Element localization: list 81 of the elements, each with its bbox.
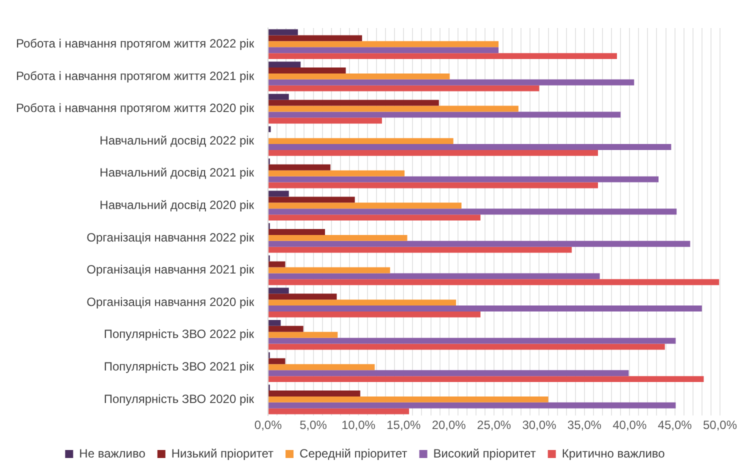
bar [268,53,617,60]
bar [268,196,355,203]
bar [268,364,375,370]
bar [268,279,720,286]
bar [268,246,572,253]
bar [268,190,289,197]
y-tick-label: Робота і навчання протягом життя 2020 рік [16,101,255,116]
y-tick-label: Популярність ЗВО 2021 рік [104,359,255,374]
bar [268,344,665,350]
bar [268,118,382,124]
y-tick-label: Робота і навчання протягом життя 2021 рік [16,68,255,83]
bar [268,41,499,48]
bar [268,408,410,414]
y-tick-label: Навчальний досвід 2022 рік [100,133,255,148]
x-tick-label: 35,0% [567,418,602,432]
y-tick-label: Навчальний досвід 2021 рік [100,166,255,180]
y-tick-label: Навчальний досвід 2020 рік [100,198,255,212]
bar [268,267,390,274]
x-tick-label: 20,0% [432,418,466,432]
bar [268,311,480,318]
x-tick-label: 25,0% [477,418,512,432]
bar [268,300,456,306]
bar [268,73,450,80]
bar [268,358,286,364]
bar [268,62,301,68]
bar [268,106,518,112]
bar [268,214,480,221]
legend-label: Не важливо [79,446,146,460]
legend-label: Низький пріоритет [171,446,274,460]
bar [268,288,289,294]
y-tick-label: Робота і навчання протягом життя 2022 рік [16,36,255,50]
bar [268,229,326,235]
bar [268,182,598,188]
bar [268,170,405,176]
bar [268,68,346,74]
x-tick-label: 50,0% [702,418,738,432]
bar [268,261,286,268]
bar [268,376,704,382]
bar [268,150,598,156]
bar [268,240,690,247]
bar [268,326,304,332]
bar [268,306,702,312]
bar [268,94,289,100]
x-tick-label: 10,0% [341,418,376,432]
bar [268,138,454,144]
y-tick-label: Організація навчання 2022 рік [86,230,255,244]
bar [268,338,676,344]
bar [268,294,337,300]
bar [268,85,540,92]
y-tick-label: Організація навчання 2020 рік [86,294,255,309]
bar [268,35,362,42]
bar [268,29,298,36]
bar [268,402,676,408]
y-tick-label: Популярність ЗВО 2020 рік [104,392,255,406]
bar [268,100,439,106]
bar [268,370,629,376]
bar [268,396,548,402]
bar [268,47,499,54]
x-tick-label: 40,0% [612,418,647,432]
bar [268,176,659,182]
x-tick-label: 0,0% [254,418,282,432]
x-tick-label: 45,0% [658,418,692,432]
bar [268,234,408,241]
bar [268,332,338,338]
y-tick-label: Популярність ЗВО 2022 рік [104,327,255,342]
bar [268,164,330,170]
bar [268,390,360,396]
bar [268,79,634,86]
x-tick-label: 30,0% [522,418,557,432]
bar [268,144,672,150]
legend-label: Критично важливо [562,446,666,460]
bar [268,202,462,209]
x-tick-label: 15,0% [386,418,421,432]
legend-label: Високий пріоритет [433,446,536,460]
legend-label: Середній пріоритет [300,446,408,460]
bar [268,208,677,215]
bar [268,273,600,280]
bar [268,112,621,118]
bar [268,320,281,326]
y-tick-label: Організація навчання 2021 рік [86,262,255,277]
x-tick-label: 5,0% [300,418,328,432]
